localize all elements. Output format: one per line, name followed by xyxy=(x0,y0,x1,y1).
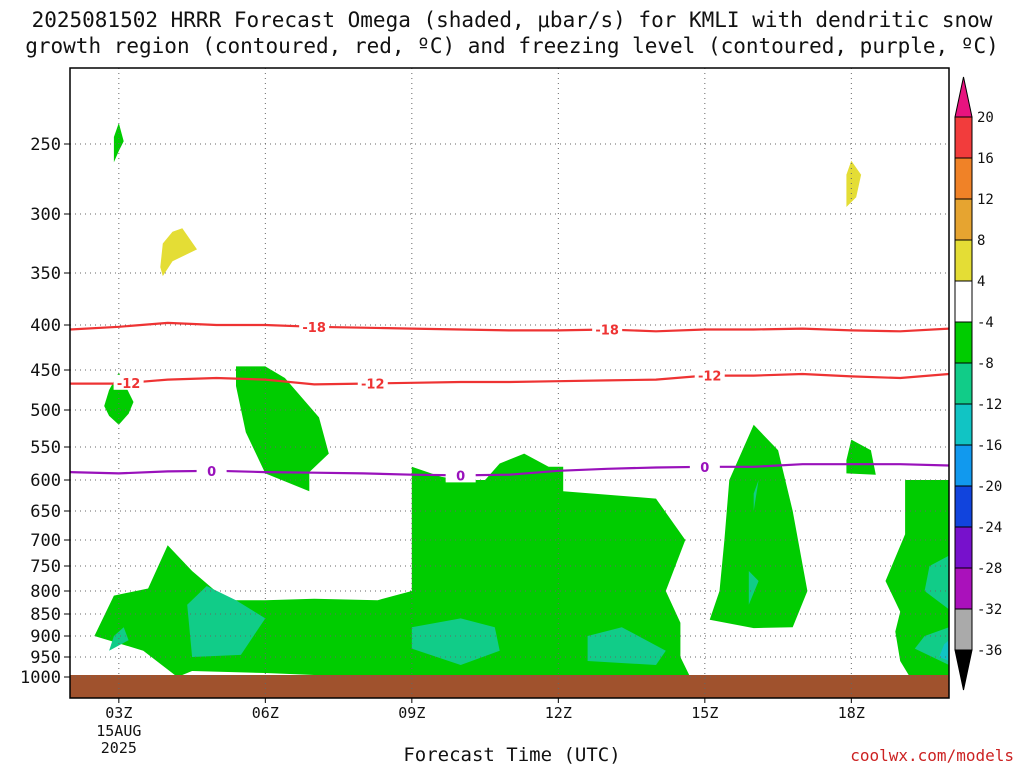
colorbar-box xyxy=(954,280,973,323)
omega-shaded-region xyxy=(939,640,949,661)
omega-shaded-region xyxy=(113,123,124,163)
x-date-label: 15AUG xyxy=(96,722,141,740)
y-tick-label: 950 xyxy=(30,648,61,668)
y-tick-label: 450 xyxy=(30,361,61,381)
colorbar-box xyxy=(954,526,973,569)
omega-shaded-region xyxy=(187,586,266,657)
contour-line xyxy=(70,321,949,333)
colorbar-box xyxy=(954,239,973,282)
colorbar-label: 20 xyxy=(977,110,994,126)
contour-label: -12 xyxy=(117,377,141,392)
x-tick-label: 03Z xyxy=(105,704,132,722)
colorbar-box xyxy=(954,116,973,159)
omega-shaded-region xyxy=(924,555,949,610)
colorbar-label: -36 xyxy=(977,643,1002,659)
omega-shaded-region xyxy=(160,228,197,277)
colorbar-label: -8 xyxy=(977,356,994,372)
y-tick-label: 300 xyxy=(30,205,61,225)
contour-line xyxy=(70,372,949,386)
y-tick-label: 600 xyxy=(30,471,61,491)
x-tick-label: 15Z xyxy=(691,704,718,722)
chart-title-line-1: 2025081502 HRRR Forecast Omega (shaded, … xyxy=(31,8,993,32)
colorbar-label: 12 xyxy=(977,192,994,208)
contour-label: -18 xyxy=(302,321,326,336)
colorbar-label: -28 xyxy=(977,561,1002,577)
colorbar-box xyxy=(954,157,973,200)
x-tick-label: 18Z xyxy=(838,704,865,722)
omega-shaded-region xyxy=(587,627,666,665)
y-tick-label: 750 xyxy=(30,557,61,577)
x-date-label: 2025 xyxy=(101,739,137,757)
colorbar-label: -16 xyxy=(977,438,1002,454)
y-tick-label: 800 xyxy=(30,582,61,602)
colorbar-bottom-arrow xyxy=(954,649,973,691)
colorbar-label: -12 xyxy=(977,397,1002,413)
colorbar-box xyxy=(954,198,973,241)
contour-label: 0 xyxy=(207,465,216,480)
y-tick-label: 850 xyxy=(30,605,61,625)
colorbar-label: -24 xyxy=(977,520,1002,536)
omega-shaded-region xyxy=(846,160,862,207)
colorbar-label: 16 xyxy=(977,151,994,167)
colorbar-top-arrow xyxy=(954,76,973,118)
omega-shaded-region xyxy=(709,424,808,629)
colorbar-box xyxy=(954,444,973,487)
y-tick-label: 550 xyxy=(30,438,61,458)
contour-label: -12 xyxy=(361,377,385,392)
colorbar-box xyxy=(954,608,973,651)
omega-shaded-region xyxy=(753,480,759,511)
omega-shaded-region xyxy=(411,618,500,665)
contour-label-bg xyxy=(445,467,476,483)
colorbar: 20 16 12 8 4 -4 -8 -12 -16 -20 -24 -28 -32 -36 xyxy=(954,76,1002,691)
contour-label-bg xyxy=(299,318,330,334)
contour-label: -18 xyxy=(595,324,619,339)
colorbar-box xyxy=(954,321,973,364)
plot-area: -18 -18 -12 -12 -12 0 0 0 xyxy=(70,68,949,698)
colorbar-box xyxy=(954,567,973,610)
y-tick-label: 650 xyxy=(30,502,61,522)
credit-link[interactable]: coolwx.com/models xyxy=(850,746,1014,765)
omega-shaded-region xyxy=(846,439,876,475)
surface-fill xyxy=(70,675,949,698)
x-tick-label: 12Z xyxy=(545,704,572,722)
colorbar-label: 8 xyxy=(977,233,985,249)
contour-label-bg xyxy=(357,375,388,391)
omega-shaded-region xyxy=(885,480,949,677)
y-tick-label: 900 xyxy=(30,627,61,647)
colorbar-box xyxy=(954,362,973,405)
plot-frame xyxy=(69,67,950,699)
colorbar-box xyxy=(954,403,973,446)
contour-label: 0 xyxy=(700,461,709,476)
contour-label-bg xyxy=(592,321,623,337)
colorbar-label: -32 xyxy=(977,602,1002,618)
x-tick-label: 09Z xyxy=(398,704,425,722)
contour-label-bg xyxy=(196,462,227,478)
x-axis-title: Forecast Time (UTC) xyxy=(403,744,621,766)
colorbar-label: -20 xyxy=(977,479,1002,495)
x-tick-label: 06Z xyxy=(252,704,279,722)
omega-shaded-region xyxy=(748,571,759,605)
y-tick-label: 700 xyxy=(30,531,61,551)
contour-label: 0 xyxy=(456,469,465,484)
contour-label-bg xyxy=(689,458,720,474)
colorbar-box xyxy=(954,485,973,528)
contour-label-bg xyxy=(694,367,725,383)
y-tick-label: 250 xyxy=(30,135,61,155)
y-tick-label: 400 xyxy=(30,316,61,336)
y-tick-label: 350 xyxy=(30,264,61,284)
contour-label: -12 xyxy=(698,370,722,385)
omega-shaded-region xyxy=(236,366,329,492)
colorbar-label: -4 xyxy=(977,315,994,331)
contour-label-bg xyxy=(113,374,144,390)
y-tick-label: 1000 xyxy=(20,668,61,688)
chart-title-line-2: growth region (contoured, red, ºC) and f… xyxy=(25,34,999,58)
colorbar-label: 4 xyxy=(977,274,985,290)
y-tick-label: 500 xyxy=(30,401,61,421)
